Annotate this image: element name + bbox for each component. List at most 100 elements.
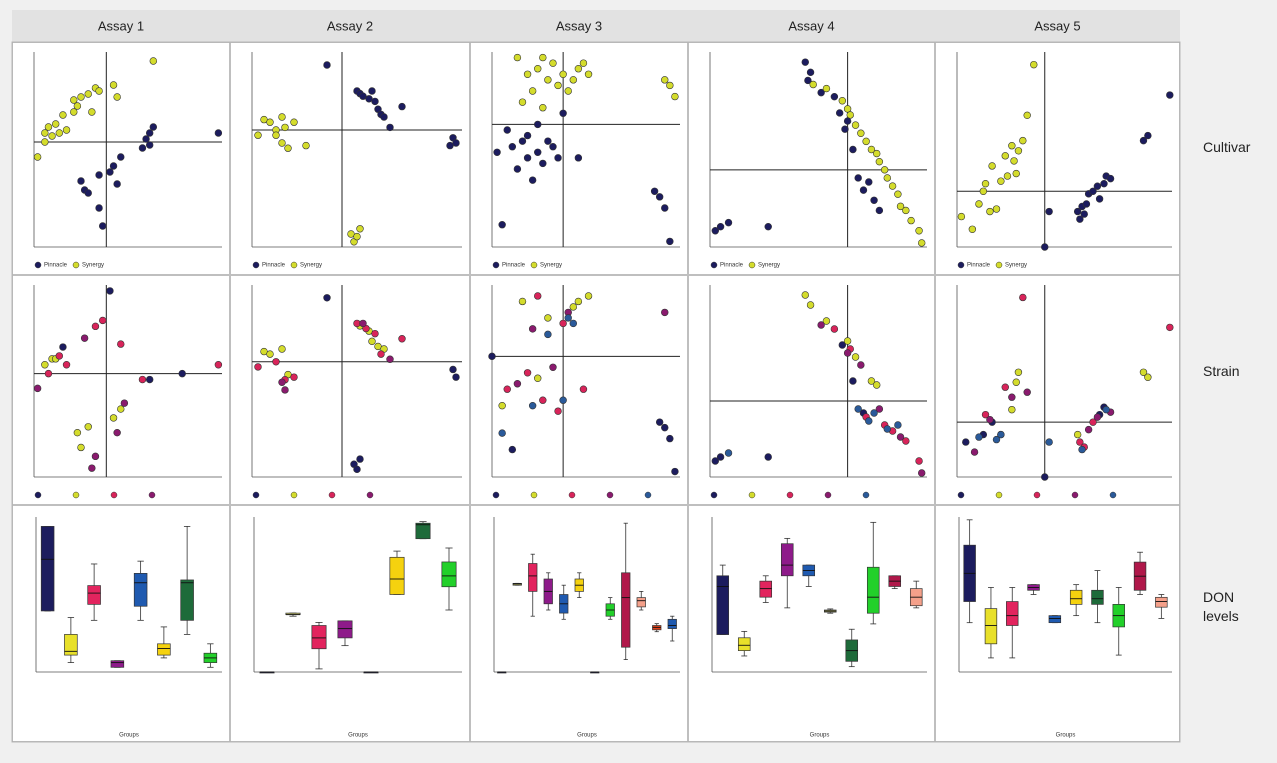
point	[1076, 215, 1084, 223]
legend-label: Synergy	[1005, 263, 1027, 269]
point	[843, 117, 852, 125]
box	[157, 643, 171, 656]
box	[389, 556, 405, 595]
point	[272, 358, 280, 366]
point	[493, 148, 501, 156]
point	[867, 145, 876, 154]
point	[1100, 179, 1108, 188]
point	[859, 186, 868, 194]
point	[91, 452, 100, 461]
point	[830, 325, 839, 333]
legend-label: Synergy	[82, 263, 104, 269]
legend-label: Pinnacle	[262, 263, 286, 269]
legend-marker	[1071, 491, 1079, 499]
point	[290, 373, 298, 381]
point	[534, 65, 542, 73]
point	[569, 303, 577, 311]
point	[1084, 425, 1093, 434]
point	[841, 125, 849, 133]
point	[716, 453, 725, 461]
point	[992, 205, 1001, 213]
point	[711, 227, 719, 235]
point	[117, 340, 125, 348]
point	[284, 144, 292, 152]
point	[513, 53, 522, 62]
point	[528, 176, 537, 184]
point	[528, 401, 537, 410]
panel	[470, 505, 688, 742]
point	[1166, 323, 1174, 332]
point	[95, 204, 103, 212]
point	[278, 113, 286, 121]
point	[106, 168, 114, 176]
legend-marker	[530, 491, 538, 499]
point	[857, 129, 865, 137]
point	[806, 301, 815, 309]
point	[997, 177, 1005, 185]
point	[1012, 169, 1020, 178]
point	[716, 222, 725, 231]
legend-marker	[644, 491, 652, 499]
point	[1144, 373, 1152, 381]
point	[838, 97, 847, 105]
point	[809, 80, 817, 89]
point	[149, 123, 158, 131]
point	[1082, 200, 1091, 208]
point	[1144, 131, 1152, 140]
point	[55, 129, 64, 137]
point	[498, 429, 506, 437]
legend-marker	[862, 491, 870, 499]
point	[1139, 368, 1148, 376]
point	[528, 325, 537, 333]
point	[544, 330, 552, 339]
point	[544, 76, 552, 84]
point	[671, 467, 679, 476]
point	[117, 405, 125, 413]
box	[528, 563, 538, 592]
point	[518, 137, 527, 145]
point	[711, 457, 719, 465]
legend-label: Pinnacle	[720, 263, 744, 269]
x-axis-label: Groups	[119, 733, 139, 739]
point	[498, 221, 506, 229]
point	[142, 135, 150, 143]
point	[918, 469, 926, 477]
point	[386, 123, 394, 132]
point	[851, 121, 860, 129]
x-axis-label: Groups	[348, 733, 368, 739]
point	[98, 316, 107, 325]
box	[667, 618, 677, 629]
point	[356, 225, 364, 233]
x-axis-label: Groups	[577, 733, 597, 739]
x-axis-label: Groups	[810, 733, 830, 739]
point	[41, 361, 49, 369]
point	[503, 126, 511, 134]
point	[1089, 418, 1097, 426]
point	[843, 105, 852, 113]
point	[544, 137, 552, 145]
legend-marker	[530, 261, 538, 269]
point	[353, 465, 361, 474]
box	[311, 625, 327, 650]
point	[323, 61, 331, 69]
point	[513, 165, 522, 173]
legend-marker	[710, 261, 718, 269]
point	[1080, 210, 1088, 218]
point	[302, 141, 310, 150]
point	[534, 120, 542, 129]
point	[559, 109, 567, 117]
point	[356, 455, 364, 463]
legend-marker	[492, 261, 500, 269]
point	[398, 102, 406, 111]
point	[254, 131, 262, 139]
point	[534, 292, 542, 300]
point	[894, 421, 902, 429]
box	[716, 575, 730, 635]
point	[764, 453, 772, 461]
point	[51, 120, 60, 128]
legend-marker	[957, 261, 965, 269]
point	[849, 377, 857, 385]
legend-marker	[710, 491, 718, 499]
point	[1089, 187, 1097, 195]
